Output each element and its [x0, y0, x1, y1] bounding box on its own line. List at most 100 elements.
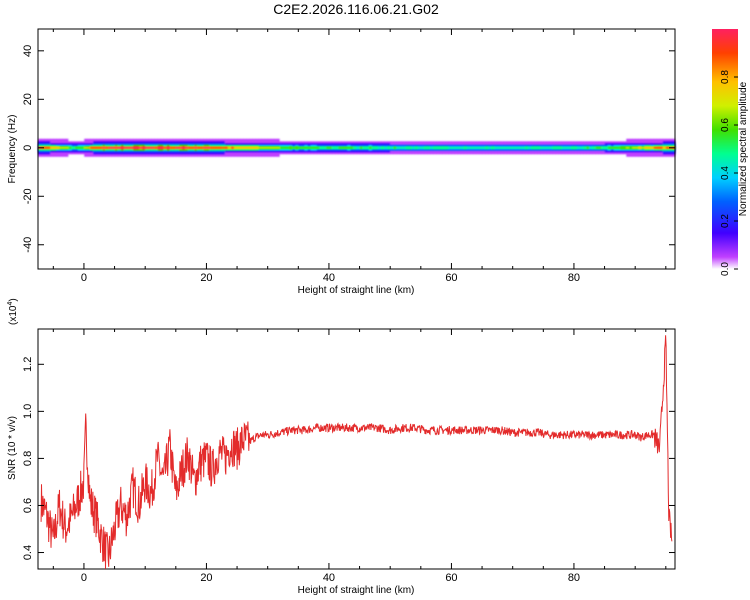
band-cell [157, 146, 161, 149]
band-cell [662, 146, 667, 149]
band-cell [261, 146, 266, 149]
band-cell [90, 146, 94, 149]
band-cell [56, 146, 60, 149]
band-cell [350, 146, 354, 149]
band-cell [191, 146, 195, 149]
band-cell [656, 146, 661, 149]
band-cell [454, 146, 458, 149]
band-cell [595, 146, 599, 149]
figure-title: C2E2.2026.116.06.21.G02 [273, 1, 439, 17]
band-cell [132, 146, 137, 149]
snr-multiplier: (x104) [7, 298, 19, 325]
band-cell [264, 146, 269, 149]
band-cell [604, 146, 609, 149]
colorbar-ticks: 0.0 0.2 0.4 0.6 0.8 [720, 70, 738, 276]
band-cell [129, 146, 134, 149]
band-cell [650, 146, 654, 149]
x-tick-label: 80 [568, 272, 580, 284]
svg-text:(x104): (x104) [7, 298, 19, 325]
band-cell [276, 146, 281, 149]
band-cell [362, 146, 367, 149]
band-cell [537, 146, 541, 149]
band-cell [53, 146, 57, 149]
band-cell [534, 146, 538, 149]
y-tick-label: 0.8 [22, 451, 34, 466]
band-cell [87, 146, 91, 149]
colorbar-label: Normalized spectral amplitude [738, 81, 749, 216]
band-cell [451, 146, 455, 149]
x-tick-label: 20 [200, 572, 212, 584]
band-cell [230, 146, 235, 149]
band-cell [325, 146, 330, 149]
band-cell [399, 146, 403, 149]
band-cell [200, 146, 204, 149]
band-cell [99, 146, 103, 149]
band-cell [561, 146, 566, 149]
band-cell [377, 146, 382, 149]
colorbar-tick-label: 0.4 [720, 166, 731, 180]
band-cell [298, 146, 302, 149]
band-cell [142, 146, 146, 149]
band-cell [420, 146, 425, 149]
band-cell [564, 146, 569, 149]
band-cell [546, 146, 550, 149]
band-cell [237, 146, 241, 149]
colorbar: 0.0 0.2 0.4 0.6 0.8 Normalized spectral ampl… [712, 29, 749, 276]
band-cell [292, 146, 296, 149]
band-cell [93, 146, 97, 149]
band-cell [105, 146, 109, 149]
band-cell [439, 146, 443, 149]
band-cell [619, 146, 624, 149]
band-cell [96, 146, 100, 149]
band-cell [472, 146, 477, 149]
band-cell [622, 146, 627, 149]
spectrogram-xlabel: Height of straight line (km) [298, 285, 415, 296]
snr-ylabel: SNR (10 * v/v) [7, 416, 18, 480]
band-cell [653, 146, 658, 149]
band-cell [570, 146, 575, 149]
band-cell [166, 146, 171, 149]
snr-panel: 0 20 40 60 80 0.4 0.6 0.8 1.0 1.2 Height of stra… [7, 298, 676, 596]
band-cell [521, 146, 526, 149]
band-cell [463, 146, 468, 149]
band-cell [512, 146, 517, 149]
band-cell [243, 146, 247, 149]
band-cell [209, 146, 213, 149]
band-cell [479, 146, 483, 149]
band-cell [126, 146, 131, 149]
band-cell [169, 146, 174, 149]
band-cell [114, 146, 119, 149]
band-cell [347, 146, 351, 149]
band-cell [234, 146, 238, 149]
band-cell [500, 146, 504, 149]
band-cell [497, 146, 501, 149]
snr-frame [37, 328, 676, 570]
x-tick-label: 80 [568, 572, 580, 584]
band-cell [332, 146, 336, 149]
band-cell [185, 146, 189, 149]
band-cell [552, 146, 556, 149]
snr-x-ticks: 0 20 40 60 80 [52, 329, 667, 584]
band-cell [203, 146, 207, 149]
band-cell [240, 146, 244, 149]
band-cell [405, 146, 409, 149]
band-cell [644, 146, 648, 149]
band-cell [258, 146, 262, 149]
band-cell [494, 146, 498, 149]
band-cell [139, 146, 143, 149]
band-cell [102, 146, 106, 149]
band-cell [301, 146, 305, 149]
band-cell [393, 146, 397, 149]
band-cell [270, 146, 275, 149]
band-cell [252, 146, 256, 149]
band-cell [197, 146, 201, 149]
spectrogram-ylabel: Frequency (Hz) [7, 115, 18, 184]
band-cell [601, 146, 605, 149]
band-cell [616, 146, 621, 149]
band-cell [74, 146, 79, 149]
band-cell [586, 146, 590, 149]
band-cell [647, 146, 651, 149]
band-cell [108, 146, 112, 149]
x-tick-label: 40 [323, 572, 335, 584]
